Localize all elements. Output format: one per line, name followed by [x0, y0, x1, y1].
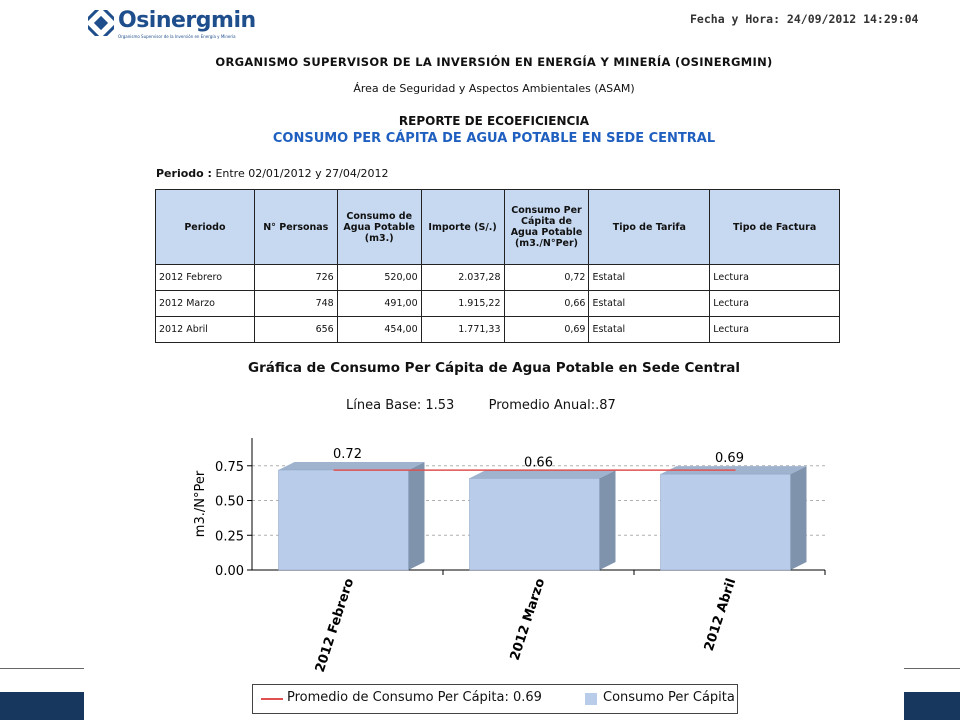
slide-footer-band-right — [904, 692, 960, 720]
legend-bar-label: Consumo Per Cápita — [603, 690, 735, 705]
organization-title: ORGANISMO SUPERVISOR DE LA INVERSIÓN EN … — [215, 55, 773, 69]
cell-factura: Lectura — [709, 316, 840, 343]
col-header-per-capita: Consumo Per Cápita de Agua Potable (m3./… — [503, 189, 590, 265]
col-header-personas: N° Personas — [253, 189, 338, 265]
cell-tarifa: Estatal — [588, 264, 711, 291]
report-title: REPORTE DE ECOEFICIENCIA — [398, 114, 590, 128]
area-title: Área de Seguridad y Aspectos Ambientales… — [353, 82, 635, 95]
bar-side — [408, 461, 425, 570]
period-label: Periodo : — [156, 167, 212, 180]
bar-top — [469, 470, 616, 479]
table-row: 2012 Febrero 726 520,00 2.037,28 0,72 Es… — [155, 264, 840, 291]
bar — [278, 469, 409, 571]
cell-personas: 656 — [253, 316, 338, 343]
cell-per-capita: 0,72 — [503, 264, 590, 291]
bar — [660, 473, 791, 571]
slide-divider-right — [904, 668, 960, 669]
data-label: 0.69 — [715, 451, 744, 466]
table-row: 2012 Abril 656 454,00 1.771,33 0,69 Esta… — [155, 316, 840, 343]
chart-title: Gráfica de Consumo Per Cápita de Agua Po… — [248, 360, 740, 376]
report-datetime: Fecha y Hora: 24/09/2012 14:29:04 — [690, 12, 919, 26]
data-label: 0.66 — [524, 455, 553, 470]
x-tick-label: 2012 Marzo — [508, 577, 549, 663]
y-tick-label: 0.75 — [215, 460, 244, 475]
bar-side — [790, 466, 807, 570]
legend-average-line-swatch — [261, 698, 283, 700]
legend-average-label: Promedio de Consumo Per Cápita: 0.69 — [287, 690, 542, 705]
data-label: 0.72 — [333, 447, 362, 462]
baseline-value: Línea Base: 1.53 — [346, 398, 455, 413]
consumption-table: Periodo N° Personas Consumo de Agua Pota… — [155, 189, 840, 343]
col-header-factura: Tipo de Factura — [709, 189, 840, 265]
y-tick-label: 0.00 — [215, 564, 244, 579]
cell-per-capita: 0,69 — [503, 316, 590, 343]
slide-divider-left — [0, 668, 84, 669]
cell-consumo: 491,00 — [336, 290, 422, 317]
table-header-row: Periodo N° Personas Consumo de Agua Pota… — [155, 189, 840, 265]
cell-factura: Lectura — [709, 264, 840, 291]
table-row: 2012 Marzo 748 491,00 1.915,22 0,66 Esta… — [155, 290, 840, 317]
logo-subtitle: Organismo Supervisor de la Inversión en … — [118, 34, 236, 39]
osinergmin-logo: Osinergmin Organismo Supervisor de la In… — [88, 8, 258, 42]
chart-summary: Línea Base: 1.53 Promedio Anual:.87 — [346, 398, 616, 413]
x-tick-label: 2012 Febrero — [313, 577, 357, 675]
x-tick-label: 2012 Abril — [702, 577, 740, 653]
cell-periodo: 2012 Marzo — [155, 290, 255, 317]
cell-per-capita: 0,66 — [503, 290, 590, 317]
chart-legend: Promedio de Consumo Per Cápita: 0.69 Con… — [252, 684, 738, 714]
period-line: Periodo : Entre 02/01/2012 y 27/04/2012 — [156, 167, 389, 180]
cell-importe: 1.771,33 — [420, 316, 505, 343]
col-header-periodo: Periodo — [155, 189, 255, 265]
col-header-tarifa: Tipo de Tarifa — [588, 189, 711, 265]
period-value: Entre 02/01/2012 y 27/04/2012 — [215, 167, 389, 180]
cell-importe: 2.037,28 — [420, 264, 505, 291]
cell-periodo: 2012 Febrero — [155, 264, 255, 291]
report-subject: CONSUMO PER CÁPITA DE AGUA POTABLE EN SE… — [272, 131, 716, 146]
bar-side — [599, 470, 616, 570]
cell-tarifa: Estatal — [588, 316, 711, 343]
cell-periodo: 2012 Abril — [155, 316, 255, 343]
logo-mark-icon — [88, 10, 114, 36]
cell-consumo: 454,00 — [336, 316, 422, 343]
cell-consumo: 520,00 — [336, 264, 422, 291]
cell-personas: 748 — [253, 290, 338, 317]
legend-bar-swatch — [585, 693, 597, 705]
report-page — [84, 0, 904, 720]
cell-personas: 726 — [253, 264, 338, 291]
slide-footer-band-left — [0, 692, 84, 720]
logo-wordmark: Osinergmin — [118, 8, 256, 33]
y-tick-label: 0.25 — [215, 529, 244, 544]
cell-importe: 1.915,22 — [420, 290, 505, 317]
col-header-consumo: Consumo de Agua Potable (m3.) — [336, 189, 422, 265]
per-capita-bar-chart: 0.00 0.25 0.50 0.75 m3./N°Per 0.72 2012 Febrer… — [193, 438, 826, 675]
bar — [469, 478, 600, 571]
annual-average-value: Promedio Anual:.87 — [488, 398, 616, 413]
cell-tarifa: Estatal — [588, 290, 711, 317]
y-tick-label: 0.50 — [215, 495, 244, 510]
y-axis-label: m3./N°Per — [193, 470, 208, 537]
bar-top — [278, 461, 425, 470]
cell-factura: Lectura — [709, 290, 840, 317]
col-header-importe: Importe (S/.) — [420, 189, 505, 265]
